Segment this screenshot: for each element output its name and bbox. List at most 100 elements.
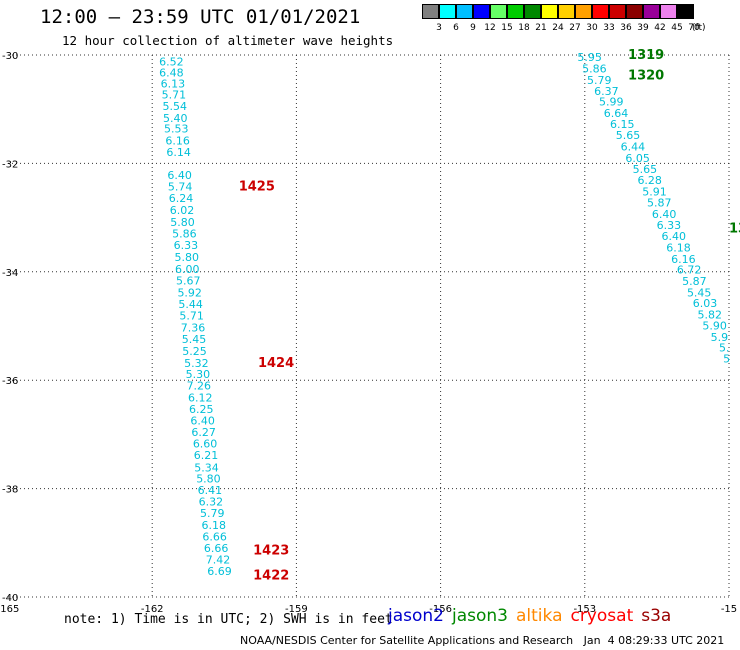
y-tick-label: -34 — [2, 268, 18, 279]
wave-height-point: 6.14 — [166, 146, 191, 159]
wave-height-point: 6.48 — [159, 66, 184, 79]
legend-swatch — [626, 4, 643, 19]
wave-height-point: 6.02 — [170, 204, 195, 217]
wave-height-point: 6.40 — [190, 414, 215, 427]
pass-label: 132 — [729, 221, 740, 236]
wave-height-point: 5.71 — [179, 310, 204, 323]
legend-swatch — [456, 4, 473, 19]
wave-height-point: 5.44 — [178, 298, 203, 311]
pass-label: 1423 — [253, 543, 289, 558]
wave-height-point: 5.95 — [577, 51, 602, 64]
wave-height-point: 5.87 — [647, 196, 672, 209]
wave-height-point: 6.05 — [625, 152, 650, 165]
wave-height-point: 5.40 — [163, 112, 188, 125]
wave-height-point: 6.16 — [671, 253, 696, 266]
wave-height-point: 5.82 — [698, 309, 723, 322]
mission-s3a: s3a — [641, 606, 672, 626]
pass-label: 1422 — [253, 568, 289, 583]
wave-height-point: 6.13 — [161, 78, 186, 91]
wave-height-point: 5.99 — [599, 96, 624, 109]
wave-height-point: 7.42 — [206, 554, 231, 567]
wave-height-point: 6.64 — [604, 107, 629, 120]
legend-swatch — [490, 4, 507, 19]
wave-height-point: 6.24 — [169, 192, 194, 205]
legend-label: 18 — [518, 23, 530, 33]
legend-swatch — [473, 4, 490, 19]
wave-height-point: 5.65 — [633, 163, 658, 176]
wave-height-point: 5.30 — [186, 368, 211, 381]
x-tick-label: -165 — [0, 604, 19, 615]
wave-height-point: 5.91 — [642, 186, 667, 199]
wave-height-point: 6.44 — [621, 141, 646, 154]
legend-swatch — [541, 4, 558, 19]
wave-height-point: 6.25 — [189, 403, 214, 416]
y-tick-label: -36 — [2, 376, 18, 387]
wave-height-point: 5.65 — [616, 129, 641, 142]
legend-swatch — [575, 4, 592, 19]
legend-label: 36 — [620, 23, 632, 33]
legend-swatch — [609, 4, 626, 19]
wave-height-point: 5.25 — [182, 345, 207, 358]
wave-height-point: 5.80 — [175, 251, 200, 264]
wave-height-point: 5.92 — [177, 286, 202, 299]
legend-label: 33 — [603, 23, 615, 33]
wave-height-point: 6.52 — [159, 56, 184, 69]
mission-jason2: jason2 — [388, 606, 444, 626]
chart-subtitle: 12 hour collection of altimeter wave hei… — [62, 33, 394, 48]
legend-swatch — [592, 4, 609, 19]
wave-height-point: 7.26 — [187, 380, 212, 393]
legend-label: 12 — [484, 23, 496, 33]
y-tick-label: -40 — [2, 593, 18, 604]
wave-height-point: 6.40 — [167, 169, 192, 182]
wave-height-point: 5.54 — [163, 100, 188, 113]
x-tick-label: -156 — [429, 604, 452, 615]
wave-height-point: 5.74 — [168, 181, 193, 194]
wave-height-point: 6.03 — [693, 297, 718, 310]
legend-label: 15 — [501, 23, 513, 33]
wave-height-point: 5.67 — [176, 274, 201, 287]
wave-height-point: 5.80 — [170, 216, 195, 229]
wave-height-point: 5.90 — [702, 319, 727, 332]
legend-label: 39 — [637, 23, 649, 33]
wave-height-point: 5.87 — [682, 275, 707, 288]
wave-height-point: 5.45 — [182, 333, 207, 346]
wave-height-point: 6.60 — [193, 438, 218, 451]
wave-height-point: 5.80 — [196, 472, 221, 485]
y-tick-label: -38 — [2, 485, 18, 496]
wave-height-point: 6.66 — [202, 530, 227, 543]
wave-height-point: 6.27 — [191, 426, 216, 439]
wave-height-point: 5.79 — [587, 74, 612, 87]
wave-height-point: 6.66 — [204, 542, 229, 555]
wave-height-point: 6.00 — [175, 263, 200, 276]
x-tick-label: -15 — [721, 604, 737, 615]
x-tick-label: -162 — [141, 604, 164, 615]
legend-label: 30 — [586, 23, 598, 33]
wave-height-point: 6.69 — [207, 565, 232, 578]
pass-label: 1424 — [258, 356, 294, 371]
y-tick-label: -30 — [2, 51, 18, 62]
wave-height-point: 6.12 — [188, 392, 213, 405]
wave-height-point: 6.28 — [637, 174, 662, 187]
mission-cryosat: cryosat — [570, 606, 634, 626]
wave-height-point: 5.86 — [172, 227, 197, 240]
pass-label: 1319 — [628, 48, 664, 63]
wave-height-point: 6.40 — [652, 208, 677, 221]
wave-height-point: 6.40 — [661, 230, 686, 243]
x-tick-label: -153 — [573, 604, 596, 615]
legend-label: (ft) — [692, 23, 706, 33]
legend-swatch — [660, 4, 677, 19]
legend-label: 45 — [671, 23, 683, 33]
legend-label: 3 — [436, 23, 442, 33]
pass-label: 1425 — [239, 180, 275, 195]
legend-swatch — [524, 4, 541, 19]
wave-height-point: 6.18 — [201, 519, 226, 532]
wave-height-point: 6.72 — [677, 264, 702, 277]
wave-height-point: 5 — [723, 353, 730, 366]
wave-height-point: 6.32 — [199, 496, 224, 509]
legend-swatch — [507, 4, 524, 19]
wave-height-point: 6.37 — [594, 85, 619, 98]
legend-swatch — [677, 4, 694, 19]
wave-height-point: 5.86 — [582, 63, 607, 76]
